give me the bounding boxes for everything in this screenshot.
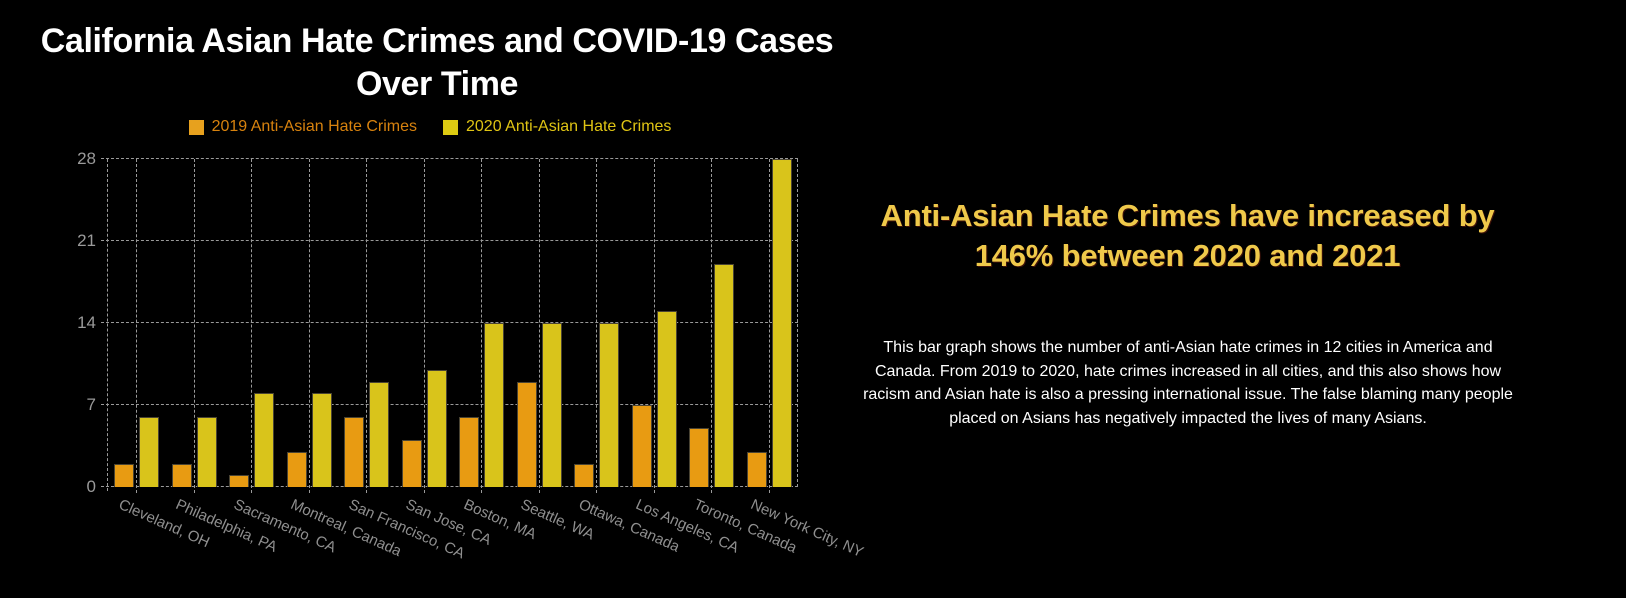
legend-item-2019[interactable]: 2019 Anti-Asian Hate Crimes xyxy=(188,118,417,136)
y-axis-line xyxy=(107,159,108,491)
bar-2020-7 xyxy=(541,323,562,487)
x-grid-line xyxy=(538,159,540,493)
bar-2020-4 xyxy=(369,381,390,487)
bar-2019-11 xyxy=(746,451,767,487)
bar-2020-9 xyxy=(656,311,677,487)
y-grid-line xyxy=(101,322,798,323)
bar-2020-11 xyxy=(771,159,792,487)
legend-swatch-2020-icon xyxy=(443,119,458,135)
y-grid-line xyxy=(101,158,798,159)
bar-2020-8 xyxy=(599,323,620,487)
chart-title: California Asian Hate Crimes and COVID-1… xyxy=(40,22,834,103)
bar-2020-3 xyxy=(311,393,332,487)
bar-2019-5 xyxy=(401,440,422,487)
bar-2020-5 xyxy=(426,369,447,487)
x-grid-line xyxy=(136,159,137,493)
bar-2019-0 xyxy=(114,463,135,487)
panel-body-text: This bar graph shows the number of anti-… xyxy=(863,339,1513,427)
x-grid-line xyxy=(481,159,482,493)
x-grid-line xyxy=(423,159,425,493)
x-grid-line xyxy=(711,159,712,493)
x-grid-line xyxy=(193,159,195,493)
y-axis-tick-label: 0 xyxy=(86,477,96,496)
x-grid-line xyxy=(308,159,310,493)
plot-right-border xyxy=(797,159,798,487)
chart-legend: 2019 Anti-Asian Hate Crimes 2020 Anti-As… xyxy=(0,118,860,136)
y-axis-tick-label: 28 xyxy=(77,149,96,168)
y-axis-tick-label: 7 xyxy=(86,395,96,414)
bar-2020-10 xyxy=(714,264,735,487)
bar-2019-6 xyxy=(459,416,480,487)
bar-chart-plot-area: 0 7 14 21 28 Cleveland, OH Philadelphia, PA Sac… xyxy=(77,149,866,562)
bar-2020-2 xyxy=(254,393,275,487)
x-grid-line xyxy=(768,159,770,493)
legend-swatch-2019-icon xyxy=(188,119,204,135)
bar-2019-7 xyxy=(516,381,537,487)
bar-2019-2 xyxy=(229,475,250,487)
panel-heading: Anti-Asian Hate Crimes have increased by… xyxy=(880,198,1495,273)
y-axis-tick-label: 14 xyxy=(77,313,96,332)
x-grid-line xyxy=(653,159,655,493)
y-axis-tick-label: 21 xyxy=(77,231,96,250)
bar-2020-0 xyxy=(139,416,160,487)
bar-2019-10 xyxy=(689,428,710,487)
bar-2019-1 xyxy=(171,463,192,487)
y-grid-line xyxy=(101,240,798,241)
bar-2020-6 xyxy=(484,323,505,487)
bar-2019-4 xyxy=(344,416,365,487)
y-grid-line xyxy=(101,404,798,405)
bar-2019-8 xyxy=(574,463,595,487)
bar-2020-1 xyxy=(196,416,217,487)
x-grid-line xyxy=(251,159,252,493)
x-grid-line xyxy=(596,159,597,493)
legend-label-2019: 2019 Anti-Asian Hate Crimes xyxy=(211,118,417,135)
bar-2019-9 xyxy=(631,405,652,487)
legend-item-2020[interactable]: 2020 Anti-Asian Hate Crimes xyxy=(443,118,671,136)
bar-2019-3 xyxy=(286,451,307,487)
legend-label-2020: 2020 Anti-Asian Hate Crimes xyxy=(466,118,672,135)
y-grid-line xyxy=(101,486,798,487)
x-grid-line xyxy=(366,159,367,493)
